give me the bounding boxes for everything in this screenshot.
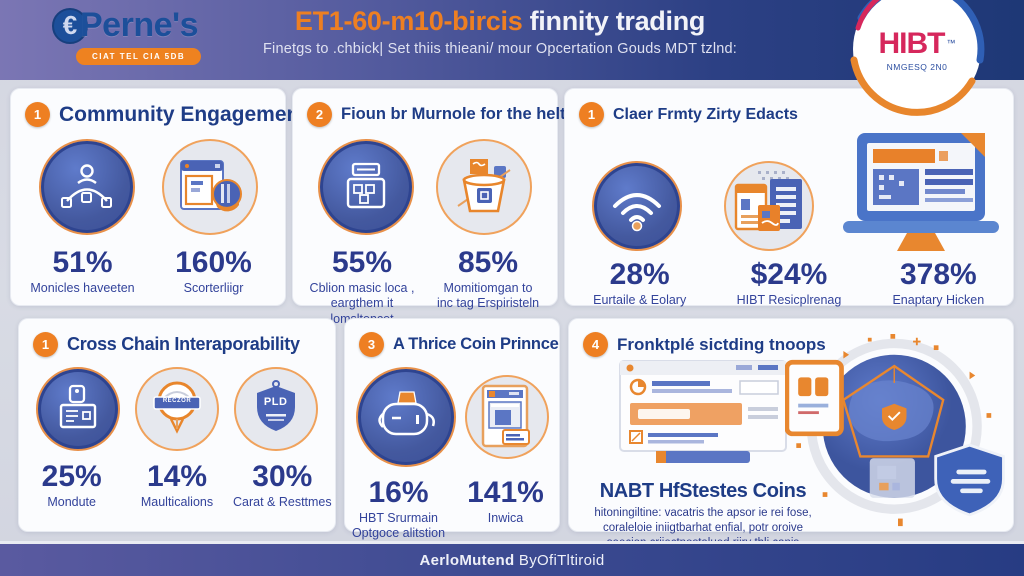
coin-logo-icon: € (52, 7, 88, 44)
stat-caption: Monicles haveeten (30, 280, 135, 295)
panel-community-engagement: 1 Community Engagement (10, 88, 306, 306)
panel-number-badge: 2 (307, 102, 332, 127)
stat-caption: Carat & Resttmes (233, 494, 332, 509)
browser-window-icon (161, 139, 258, 235)
stat-value: 51% (52, 246, 113, 279)
logo: € Perne's CIAT TEL CIA 5DB (52, 6, 202, 65)
stat-item: 25% Mondute (19, 461, 124, 510)
stat-value: 25% (41, 460, 102, 493)
footer-text: AerloMutend ByOfiTltiroid (419, 552, 604, 569)
panel-number-badge: 4 (583, 332, 608, 357)
stat-item: 16% HBT Srurmain Optgoce alitstion (345, 477, 452, 542)
panel-title: Community Engagement (59, 102, 307, 126)
panel-number-badge: 3 (359, 332, 384, 357)
panel-title: Claer Frmty Zirty Edacts (613, 105, 798, 123)
stat-item: $24% HIBT Resicplrenag (714, 259, 863, 308)
stat-caption: Maulticalions (140, 494, 214, 509)
medal-badge-icon: RECZOR (134, 367, 219, 451)
brand-tagline: NMGESQ 2N0 (886, 61, 948, 72)
stat-item: 28% Eurtaile & Eolary (565, 259, 714, 308)
stat-value: $24% (750, 258, 828, 291)
stat-caption: Cblion masic loca , eargthem it lomslten… (309, 280, 415, 326)
stat-value: 141% (467, 476, 544, 509)
stat-caption: Enaptary Hicken (892, 292, 985, 307)
stat-value: 28% (609, 258, 670, 291)
stat-item: 378% Enaptary Hicken (864, 259, 1013, 308)
page-title-rest: finnity trading (522, 6, 706, 36)
trademark-symbol: ™ (946, 38, 956, 49)
hibt-brand-badge: HIBT ™ NMGESQ 2N0 (844, 0, 990, 122)
stat-caption: Scorterliigr (183, 280, 244, 295)
panel-fioun-murnole: 2 Fioun br Murnole for the helts (292, 88, 575, 326)
stat-value: 378% (899, 258, 977, 291)
stat-value: 85% (457, 246, 519, 279)
machine-case-icon (318, 139, 414, 235)
panel-title: Fronktplé sictding tnoops (617, 334, 826, 354)
panel-title: Cross Chain Interaporability (67, 334, 300, 354)
panel-claer-frmty: 1 Claer Frmty Zirty Edacts (564, 88, 1014, 308)
panel-number-badge: 1 (579, 102, 604, 127)
hardware-wallet-icon (36, 367, 121, 451)
stat-caption: Mondute (47, 494, 96, 509)
medal-ribbon-label: RECZOR (162, 397, 192, 404)
stat-caption: Inwica (487, 510, 524, 525)
stat-caption: Eurtaile & Eolary (593, 292, 687, 307)
panel6-heading: NABT HfStestes Coins (599, 480, 807, 502)
stat-item: 14% Maulticalions (124, 461, 229, 510)
stat-caption: HBT Srurmain Optgoce alitstion (351, 510, 446, 541)
community-network-icon (38, 139, 135, 235)
stat-item: 55% Cblion masic loca , eargthem it loms… (299, 247, 425, 327)
stat-value: 30% (252, 460, 313, 493)
stat-item: 141% Inwica (452, 477, 559, 542)
stat-item: 51% Monicles haveeten (17, 247, 148, 296)
stat-item: 85% Momitiomgan to inc tag Erspiristeln (425, 247, 551, 327)
shield-badge-icon: PLD (233, 367, 318, 451)
documents-icon (723, 161, 814, 251)
panel-number-badge: 1 (25, 102, 50, 127)
stat-item: 30% Carat & Resttmes (230, 461, 335, 510)
footer-text-bold: AerloMutend (419, 551, 515, 569)
header-bar: € Perne's CIAT TEL CIA 5DB ET1-60-m10-bi… (0, 0, 1024, 80)
panel-title: A Thrice Coin Prinnce (393, 335, 559, 353)
panel-cross-chain: 1 Cross Chain Interaporability (18, 318, 336, 532)
stat-value: 160% (175, 246, 252, 279)
brand-name: HIBT (878, 26, 945, 60)
brand-ring-icon (850, 0, 985, 116)
wifi-icon (591, 161, 682, 251)
stat-caption: Momitiomgan to inc tag Erspiristeln (436, 280, 540, 311)
shield-label: PLD (263, 395, 288, 408)
panel-number-badge: 1 (33, 332, 58, 357)
page-title: ET1-60-m10-bircis finnity trading (170, 6, 830, 37)
page-subtitle: Finetgs to .chbick| Set thiis thieani/ m… (262, 41, 738, 57)
logo-name: Perne's (80, 6, 199, 44)
invoice-card-icon (464, 375, 549, 459)
stat-value: 14% (146, 460, 208, 493)
panel-fronktple: 4 Fronktplé sictding tnoops NABT HfS (568, 318, 1014, 549)
bucket-icon (436, 139, 532, 235)
stat-item: 160% Scorterliigr (148, 247, 279, 296)
laptop-icon (843, 133, 1000, 251)
stat-value: 55% (331, 246, 393, 279)
footer-bar: AerloMutend ByOfiTltiroid (0, 541, 1024, 576)
page-title-accent: ET1-60-m10-bircis (294, 6, 523, 36)
panel-title: Fioun br Murnole for the helts (341, 105, 575, 123)
globe-shield-illustration (784, 334, 1005, 527)
stat-value: 16% (368, 476, 429, 509)
kettle-icon (355, 367, 456, 467)
stat-caption: HIBT Resicplrenag (736, 292, 842, 307)
browser-page-illustration (619, 360, 787, 463)
panel-thrice-coin: 3 A Thrice Coin Prinnce (344, 318, 560, 540)
footer-text-rest: ByOfiTltiroid (514, 551, 605, 569)
logo-tagline-pill: CIAT TEL CIA 5DB (76, 48, 202, 65)
